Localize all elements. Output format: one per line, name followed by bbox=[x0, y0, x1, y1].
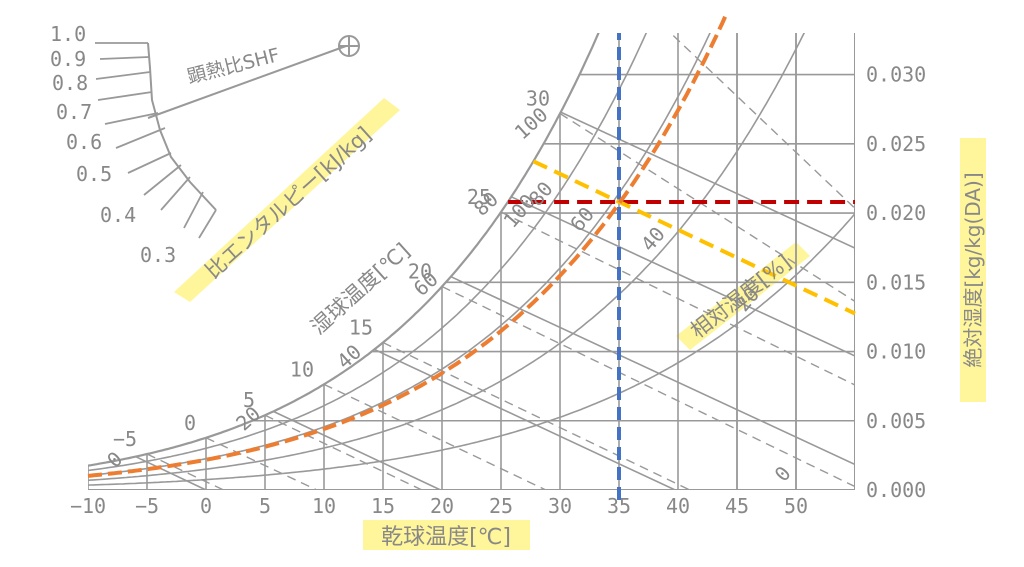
x-tick-label: 40 bbox=[666, 494, 690, 518]
rh-curve bbox=[88, 33, 600, 467]
x-tick-label: 20 bbox=[430, 494, 454, 518]
x-tick-label: 25 bbox=[489, 494, 513, 518]
wetbulb-line bbox=[559, 112, 855, 303]
rh-axis-label: 相対湿度[%] bbox=[686, 250, 796, 343]
enthalpy-tick-label: 40 bbox=[332, 340, 366, 374]
x-axis-label: 乾球温度[℃] bbox=[381, 525, 511, 550]
x-tick-label: 35 bbox=[607, 494, 631, 518]
rh-curve bbox=[88, 33, 648, 472]
x-tick-label: 50 bbox=[784, 494, 808, 518]
x-tick-label: 10 bbox=[312, 494, 336, 518]
shf-axis-label: 顕熱比SHF bbox=[185, 44, 282, 88]
wetbulb-tick-label: 0 bbox=[184, 411, 196, 435]
rh-curve bbox=[88, 213, 855, 486]
shf-tick-label: 0.5 bbox=[76, 162, 112, 186]
rh-label-highlight bbox=[676, 242, 810, 350]
y-tick-label: 0.015 bbox=[866, 270, 926, 294]
rh-tick-label: 0 bbox=[770, 461, 796, 486]
shf-tick bbox=[95, 71, 151, 80]
wetbulb-line bbox=[500, 211, 855, 386]
xlabel-highlight bbox=[363, 520, 530, 550]
shf-tick bbox=[104, 112, 159, 125]
wetbulb-line bbox=[441, 285, 855, 488]
y-tick-label: 0.020 bbox=[866, 201, 926, 225]
wetbulb-tick-label: 30 bbox=[526, 87, 550, 111]
shf-pointer-line bbox=[147, 45, 347, 119]
rh-curve bbox=[88, 33, 806, 482]
enthalpy-line bbox=[451, 276, 855, 466]
shf-tick-label: 0.8 bbox=[52, 71, 88, 95]
y-tick-label: 0.030 bbox=[866, 63, 926, 87]
enthalpy-axis-label: 比エンタルピー[kJ/kg] bbox=[201, 122, 376, 283]
shf-tick bbox=[127, 152, 172, 174]
wetbulb-tick-label: 15 bbox=[349, 316, 373, 340]
enthalpy-label-highlight bbox=[174, 98, 400, 302]
shf-tick bbox=[183, 191, 204, 229]
shf-tick bbox=[115, 127, 166, 149]
x-tick-label: 45 bbox=[725, 494, 749, 518]
shf-tick-label: 0.9 bbox=[50, 47, 86, 71]
wetbulb-tick-label: 25 bbox=[467, 185, 491, 209]
shf-tick-label: 0.3 bbox=[140, 243, 176, 267]
wetbulb-tick-label: −5 bbox=[113, 427, 137, 451]
shf-tick bbox=[198, 209, 217, 239]
wetbulb-line bbox=[205, 437, 318, 490]
highlight-lines bbox=[87, 15, 856, 500]
enthalpy-line bbox=[511, 196, 855, 357]
shf-tick-label: 0.6 bbox=[66, 130, 102, 154]
y-tick-label: 0.005 bbox=[866, 409, 926, 433]
enthalpy-line bbox=[273, 410, 441, 490]
y-axis-label: 絶対湿度[kg/kg(DA)] bbox=[961, 172, 985, 367]
shf-tick bbox=[160, 176, 191, 211]
shf-tick bbox=[99, 56, 150, 60]
x-tick-label: 15 bbox=[371, 494, 395, 518]
wetbulb-line bbox=[323, 383, 547, 490]
enthalpy-highlight-line bbox=[532, 159, 856, 316]
y-tick-label: 0.010 bbox=[866, 340, 926, 364]
shf-tick bbox=[97, 91, 153, 101]
rh-tick-label: 60 bbox=[565, 202, 599, 236]
x-tick-label: 30 bbox=[548, 494, 572, 518]
shf-protractor: 1.00.90.8 0.7 0.6 0.5 0.40.3 bbox=[50, 22, 360, 267]
enthalpy-line bbox=[560, 111, 855, 249]
wetbulb-tick-label: 20 bbox=[408, 260, 432, 284]
x-tick-label: 5 bbox=[259, 494, 271, 518]
enthalpy-line bbox=[374, 348, 676, 490]
rh-tick-label: 40 bbox=[636, 222, 670, 256]
rh-highlight-curve bbox=[87, 15, 728, 478]
wetbulb-line bbox=[669, 33, 855, 210]
ylabel-highlight bbox=[960, 138, 986, 402]
shf-tick-label: 0.7 bbox=[56, 100, 92, 124]
x-tick-label: −5 bbox=[135, 494, 159, 518]
enthalpy-line bbox=[135, 455, 207, 490]
wetbulb-tick-label: 5 bbox=[243, 388, 255, 412]
x-tick-label: 0 bbox=[200, 494, 212, 518]
y-tick-label: 0.000 bbox=[866, 478, 926, 502]
wetbulb-line bbox=[382, 341, 691, 490]
y-tick-label: 0.025 bbox=[866, 132, 926, 156]
shf-tick-label: 1.0 bbox=[50, 22, 86, 46]
shf-tick-label: 0.4 bbox=[100, 203, 136, 227]
shf-tick bbox=[143, 164, 182, 196]
x-tick-label: −10 bbox=[70, 494, 106, 518]
wetbulb-tick-label: 10 bbox=[290, 357, 314, 381]
